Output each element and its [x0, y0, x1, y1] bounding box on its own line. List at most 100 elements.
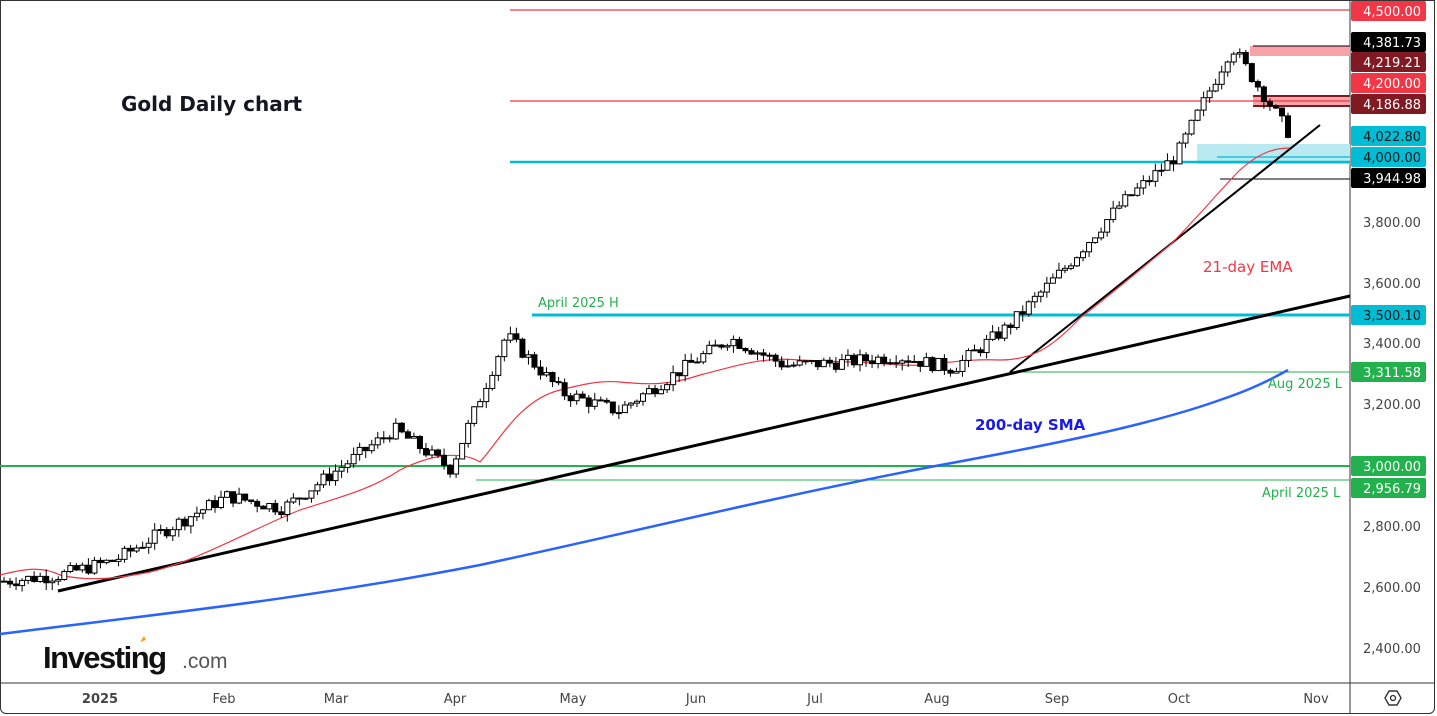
- candle: [953, 367, 960, 374]
- candle: [1074, 256, 1081, 267]
- candle: [1224, 60, 1231, 77]
- xtick-sep: Sep: [1045, 692, 1070, 707]
- candle: [1254, 79, 1261, 92]
- price-label: 4,500.00: [1351, 1, 1426, 21]
- candle: [965, 348, 972, 368]
- candle: [1152, 163, 1159, 187]
- candle: [917, 360, 924, 373]
- candle: [1007, 322, 1014, 335]
- candle: [175, 517, 182, 537]
- candle: [447, 463, 454, 478]
- ema-21-line[interactable]: [0, 147, 1291, 580]
- candle: [435, 448, 442, 458]
- candle: [633, 399, 640, 408]
- candle: [37, 572, 44, 583]
- candle: [1104, 218, 1111, 237]
- candle: [187, 516, 194, 534]
- candle: [911, 355, 918, 363]
- candle: [1055, 262, 1062, 279]
- candle: [1019, 305, 1026, 322]
- candle: [718, 344, 725, 350]
- ytick: 3,400.00: [1363, 337, 1421, 352]
- candle: [591, 392, 598, 410]
- candle: [603, 397, 610, 404]
- candle: [278, 506, 285, 518]
- price-axis[interactable]: 3,800.00 3,600.00 3,400.00 3,200.00 2,80…: [1363, 216, 1421, 657]
- candle: [205, 498, 212, 511]
- gear-center-icon: [1389, 694, 1397, 702]
- candle: [772, 353, 779, 367]
- settings-button[interactable]: [1384, 690, 1402, 706]
- time-axis[interactable]: 2025 Feb Mar Apr May Jun Jul Aug Sep Oct…: [82, 692, 1329, 707]
- candle: [139, 541, 146, 550]
- candle: [13, 577, 20, 591]
- candle: [368, 439, 375, 454]
- candle: [567, 392, 574, 407]
- candle: [1061, 265, 1068, 274]
- xtick-aug: Aug: [924, 692, 949, 707]
- candle: [121, 545, 128, 563]
- svg-text:3,944.98: 3,944.98: [1363, 172, 1421, 187]
- candle: [561, 378, 568, 401]
- candle: [1278, 107, 1285, 123]
- candle: [43, 569, 50, 591]
- candle: [1031, 292, 1038, 308]
- ytick: 3,800.00: [1363, 216, 1421, 231]
- candle: [1285, 112, 1291, 139]
- candle: [778, 356, 785, 371]
- candle: [977, 347, 984, 357]
- annotation-ema21: 21-day EMA: [1203, 258, 1293, 276]
- candle: [1272, 104, 1279, 110]
- candle: [760, 348, 767, 362]
- candle: [688, 353, 695, 363]
- candle: [296, 497, 303, 506]
- price-label: 3,944.98: [1351, 168, 1426, 188]
- candle: [392, 418, 399, 441]
- candle: [1194, 109, 1201, 122]
- candle: [230, 491, 237, 508]
- candle: [67, 562, 74, 574]
- sma-200-line[interactable]: [0, 368, 1289, 636]
- candle: [1158, 163, 1165, 177]
- candle: [869, 354, 876, 368]
- candle: [103, 559, 110, 565]
- candle: [109, 559, 116, 562]
- candle: [157, 524, 164, 535]
- candle: [670, 365, 677, 392]
- candle: [127, 544, 134, 558]
- candle: [489, 371, 496, 391]
- candle: [211, 495, 218, 513]
- candle: [947, 368, 954, 377]
- candle: [471, 405, 478, 427]
- candle: [513, 327, 520, 343]
- candle: [1230, 51, 1237, 66]
- candle: [802, 360, 809, 365]
- candlesticks: [1, 48, 1291, 592]
- candle: [441, 448, 448, 470]
- xtick-oct: Oct: [1168, 692, 1190, 707]
- candle: [169, 526, 176, 541]
- long-term-trendline[interactable]: [57, 294, 1351, 593]
- candle: [1140, 175, 1147, 195]
- candle: [459, 442, 466, 460]
- candle: [495, 354, 502, 381]
- candle: [790, 361, 797, 368]
- record-high-zone: [1250, 46, 1350, 56]
- candle: [736, 336, 743, 350]
- price-label: 3,000.00: [1351, 456, 1426, 476]
- candle: [501, 338, 508, 362]
- candle: [79, 562, 86, 573]
- candle: [585, 395, 592, 414]
- candle: [7, 577, 14, 588]
- ytick: 3,600.00: [1363, 277, 1421, 292]
- gear-hexagon-icon[interactable]: [1384, 690, 1402, 706]
- candle: [374, 431, 381, 449]
- price-label: 3,500.10: [1351, 305, 1426, 325]
- candle: [784, 359, 791, 368]
- candle: [1134, 182, 1141, 197]
- candle: [453, 455, 460, 478]
- candle: [224, 490, 231, 498]
- candle: [1260, 85, 1267, 109]
- annotation-april-high: April 2025 H: [538, 296, 619, 311]
